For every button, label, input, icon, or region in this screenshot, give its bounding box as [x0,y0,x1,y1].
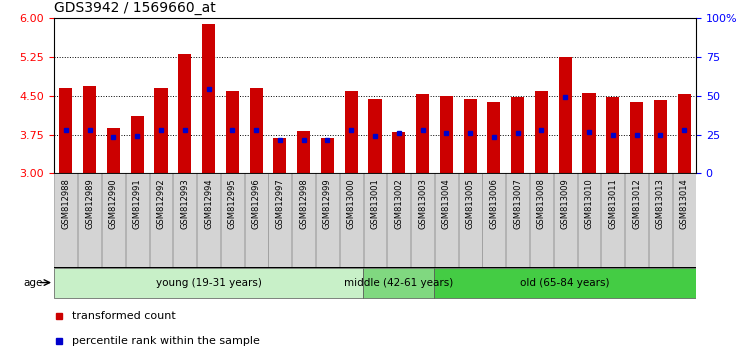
Bar [154,88,167,173]
Bar [202,24,215,173]
Text: GSM813008: GSM813008 [537,178,546,229]
Bar [78,173,101,267]
Bar [559,57,572,173]
Text: GSM813013: GSM813013 [656,178,664,229]
Bar [226,91,238,173]
Bar [55,173,77,267]
Bar [297,131,310,173]
Bar [54,268,363,298]
Bar [178,54,191,173]
Text: GSM813000: GSM813000 [346,178,355,229]
Text: GSM813001: GSM813001 [370,178,380,229]
Bar [59,88,73,173]
Text: GSM812994: GSM812994 [204,178,213,229]
Text: GSM813002: GSM813002 [394,178,404,229]
Text: middle (42-61 years): middle (42-61 years) [344,278,454,287]
Bar [221,173,244,267]
Bar [292,173,315,267]
Bar [149,173,172,267]
Bar [649,173,672,267]
Text: GSM813005: GSM813005 [466,178,475,229]
Text: GSM813014: GSM813014 [680,178,688,229]
Bar [459,173,482,267]
Bar [673,173,695,267]
Bar [626,173,648,267]
Bar [482,173,506,267]
Bar [250,88,262,173]
Bar [506,173,529,267]
Bar [630,102,643,173]
Bar [654,100,667,173]
Text: old (65-84 years): old (65-84 years) [520,278,610,287]
Text: GSM813007: GSM813007 [513,178,522,229]
Bar [102,173,125,267]
Bar [677,94,691,173]
Text: transformed count: transformed count [72,311,176,321]
Bar [130,116,144,173]
Bar [392,132,405,173]
Text: GSM812999: GSM812999 [323,178,332,229]
Bar [368,99,382,173]
Bar [321,138,334,173]
Bar [363,268,434,298]
Bar [606,97,619,173]
Bar [83,86,96,173]
Text: GSM813004: GSM813004 [442,178,451,229]
Bar [316,173,339,267]
Bar [578,173,601,267]
Bar [440,96,453,173]
Bar [530,173,553,267]
Text: GSM813009: GSM813009 [561,178,570,229]
Text: GSM812988: GSM812988 [62,178,70,229]
Text: GDS3942 / 1569660_at: GDS3942 / 1569660_at [54,1,216,15]
Bar [173,173,196,267]
Bar [434,268,696,298]
Text: age: age [23,278,43,287]
Text: GSM813011: GSM813011 [608,178,617,229]
Bar [488,102,500,173]
Text: GSM813006: GSM813006 [490,178,499,229]
Bar [416,94,429,173]
Bar [435,173,457,267]
Bar [268,173,291,267]
Text: percentile rank within the sample: percentile rank within the sample [72,336,260,346]
Text: GSM812992: GSM812992 [157,178,166,229]
Bar [340,173,363,267]
Bar [364,173,386,267]
Bar [244,173,268,267]
Bar [107,128,120,173]
Bar [387,173,410,267]
Text: GSM812995: GSM812995 [228,178,237,229]
Text: young (19-31 years): young (19-31 years) [155,278,262,287]
Text: GSM813010: GSM813010 [584,178,593,229]
Text: GSM812989: GSM812989 [86,178,94,229]
Text: GSM812997: GSM812997 [275,178,284,229]
Bar [197,173,220,267]
Text: GSM812993: GSM812993 [180,178,189,229]
Bar [535,91,548,173]
Bar [583,93,596,173]
Text: GSM813003: GSM813003 [418,178,427,229]
Bar [411,173,434,267]
Text: GSM813012: GSM813012 [632,178,641,229]
Text: GSM812990: GSM812990 [109,178,118,229]
Text: GSM812996: GSM812996 [251,178,260,229]
Bar [126,173,148,267]
Bar [273,138,286,173]
Bar [602,173,624,267]
Bar [345,91,358,173]
Bar [554,173,577,267]
Text: GSM812991: GSM812991 [133,178,142,229]
Text: GSM812998: GSM812998 [299,178,308,229]
Bar [512,97,524,173]
Bar [464,99,477,173]
